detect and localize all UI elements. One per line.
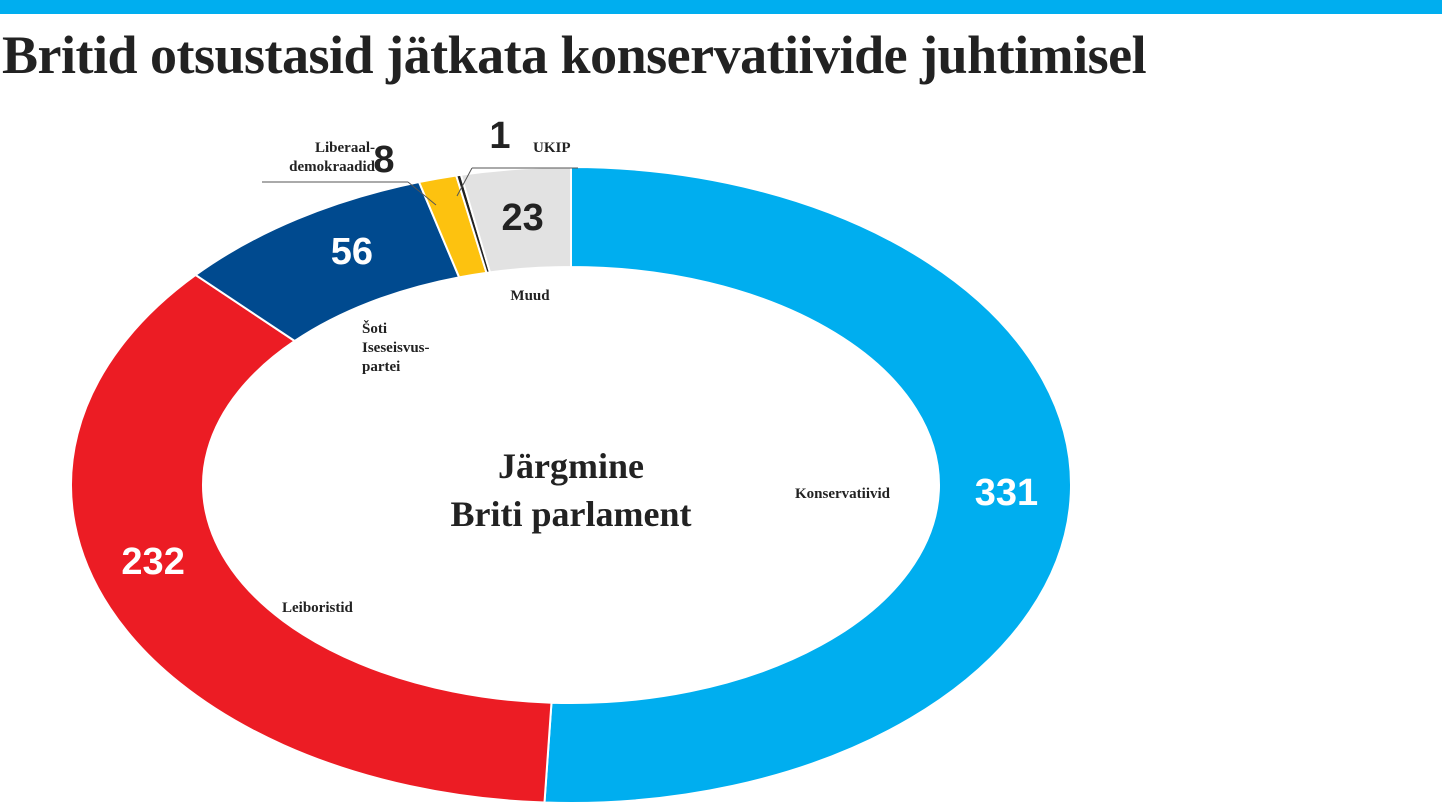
leader-line-ukip-angle [456, 167, 473, 197]
slice-leiboristid [70, 273, 553, 804]
value-label-ukip: 1 [489, 115, 510, 157]
value-label-konservatiivid: 331 [975, 472, 1038, 514]
series-label-muud: Muud [510, 288, 550, 304]
slice-muud [459, 165, 572, 274]
value-label-soti-iseseisvuspartei: 56 [331, 231, 373, 273]
series-label-leiboristid: Leiboristid [282, 600, 353, 616]
value-label-leiboristid: 232 [121, 541, 184, 583]
slice-konservatiivid [543, 165, 1072, 804]
leader-line-liberaal-angle [407, 181, 437, 206]
center-label: Järgmine Briti parlament [451, 446, 692, 534]
page-title: Britid otsustasid jätkata konservatiivid… [2, 25, 1147, 85]
series-label-ukip: UKIP [533, 140, 571, 156]
series-label-liberaaldemokraadid: Liberaal-demokraadid [289, 140, 376, 175]
series-label-soti-iseseisvuspartei: Šoti Iseseisvus-partei [362, 320, 430, 375]
series-label-konservatiivid: Konservatiivid [795, 486, 891, 502]
top-accent-bar [0, 0, 1442, 14]
value-label-muud: 23 [502, 197, 544, 239]
value-label-liberaaldemokraadid: 8 [373, 139, 394, 181]
